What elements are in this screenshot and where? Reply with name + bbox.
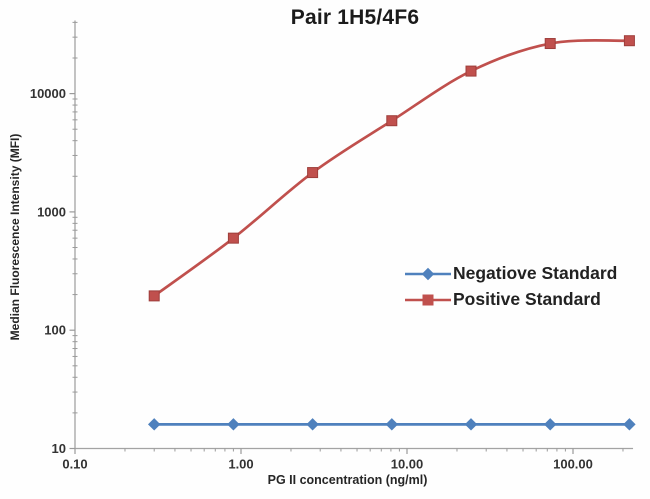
data-point-marker-diamond (227, 418, 240, 431)
y-tick-label: 10000 (30, 86, 66, 101)
data-point-marker-square (386, 115, 398, 127)
data-point-marker-diamond (385, 418, 399, 431)
x-tick-label: 0.10 (62, 457, 87, 472)
negative-standard-swatch-icon (405, 267, 451, 280)
positive-standard-swatch-icon (405, 294, 451, 305)
legend-item-positive-standard: Positive Standard (404, 287, 617, 312)
x-tick-label: 100.00 (553, 457, 593, 472)
legend: Negatiove Standard Positive Standard (404, 261, 617, 312)
chart-title: Pair 1H5/4F6 (290, 6, 420, 29)
y-tick-label: 1000 (37, 204, 66, 219)
legend-label-negative-standard: Negatiove Standard (453, 263, 618, 283)
x-tick-label: 10.00 (391, 457, 424, 472)
y-tick-label: 100 (44, 323, 66, 338)
data-point-marker-square (148, 290, 160, 302)
data-point-marker-square (623, 35, 635, 47)
data-point-marker-diamond (544, 418, 557, 431)
data-point-marker-square (227, 232, 239, 244)
data-point-marker-diamond (464, 418, 478, 431)
legend-label-positive-standard: Positive Standard (453, 289, 601, 309)
legend-item-negative-standard: Negatiove Standard (404, 261, 617, 286)
y-tick-label: 10 (52, 441, 66, 456)
data-point-marker-square (465, 65, 477, 77)
data-point-marker-square (307, 167, 319, 179)
x-axis-title: PG II concentration (ng/ml) (267, 473, 428, 487)
x-tick-label: 1.00 (228, 457, 253, 472)
data-point-marker-square (544, 38, 556, 50)
series-line-1 (152, 39, 631, 298)
data-point-marker-diamond (623, 418, 636, 431)
data-point-marker-diamond (306, 418, 319, 431)
data-point-marker-diamond (147, 418, 161, 431)
